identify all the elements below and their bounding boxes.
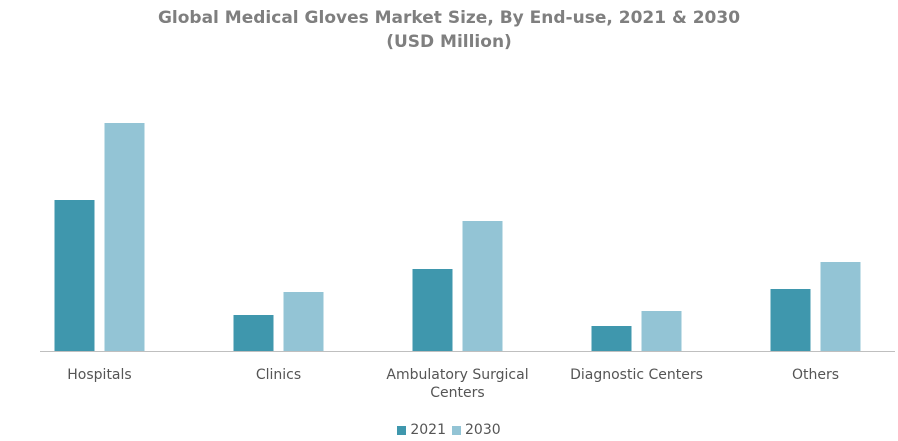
legend-item: 2021 <box>397 422 446 438</box>
bar <box>233 315 274 351</box>
bar <box>412 269 453 351</box>
bar <box>54 200 95 351</box>
legend-label: 2030 <box>465 422 501 438</box>
legend-swatch <box>452 425 461 435</box>
bar <box>104 123 145 351</box>
bar <box>641 311 682 351</box>
x-tick-label: Ambulatory Surgical Centers <box>386 367 529 401</box>
bar <box>462 221 503 351</box>
bar <box>820 262 861 351</box>
bar <box>770 289 811 351</box>
legend: 2021 2030 <box>0 422 898 438</box>
chart-subtitle: (USD Million) <box>386 32 512 52</box>
legend-item: 2030 <box>452 422 501 438</box>
x-tick-label: Diagnostic Centers <box>570 367 703 383</box>
x-tick-label: Others <box>791 367 840 383</box>
x-tick-label: Hospitals <box>67 367 132 383</box>
bar <box>283 292 324 351</box>
legend-swatch <box>397 425 407 435</box>
bar <box>591 326 632 351</box>
x-tick-label: Clinics <box>255 367 302 383</box>
legend-label: 2021 <box>410 422 446 438</box>
chart-title: Global Medical Gloves Market Size, By En… <box>157 8 741 28</box>
